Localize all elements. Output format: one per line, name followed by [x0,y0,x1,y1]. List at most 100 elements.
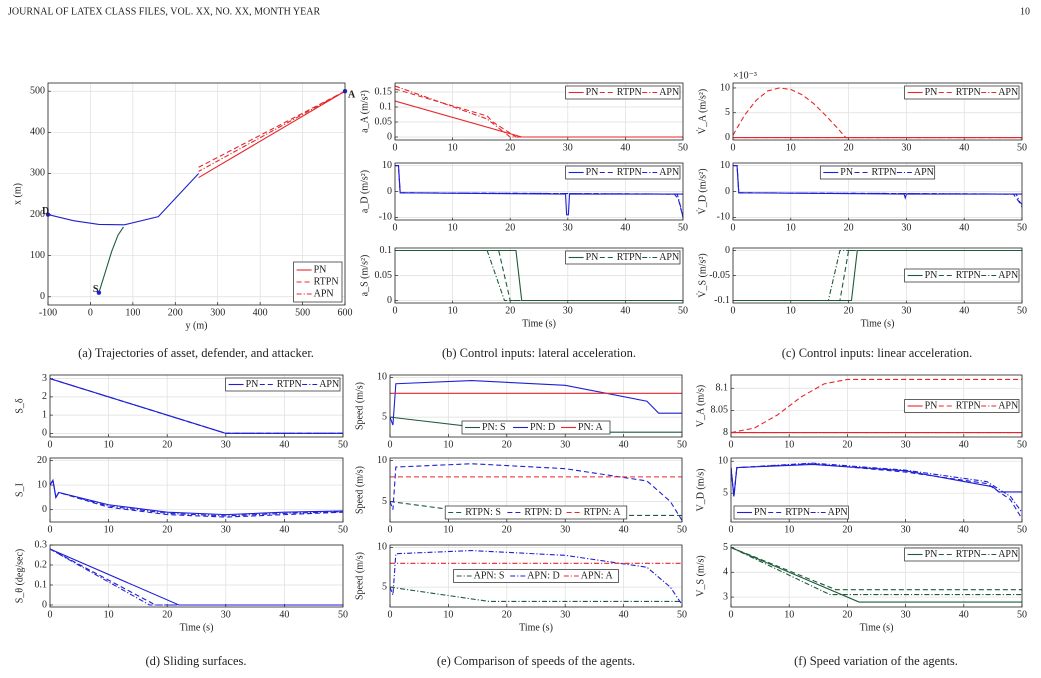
plot: 0 10 20 30 40 50 0 5 10 V̇_A (m/s²) ×10⁻³ PN RTPN APN [696,70,1027,153]
series-line [50,548,343,606]
y-tick-label: -10 [717,212,730,223]
plot: 0 10 20 30 40 50 5 10 Speed (m/s) RTPN: S RTPN: D R… [354,455,687,536]
series-line [731,546,1022,591]
x-tick-label: 30 [901,222,911,233]
y-tick-label: 0.3 [35,539,48,550]
y-tick-label: 20 [37,455,47,466]
x-tick-label: 0 [729,439,734,450]
x-tick-label: 40 [279,609,289,620]
x-tick-label: 0 [729,524,734,535]
legend-box [904,399,1020,413]
x-tick-label: 40 [619,439,629,450]
caption: (b) Control inputs: lateral acceleration… [442,346,636,360]
x-tick-label: 20 [842,439,852,450]
x-tick-label: 50 [1017,524,1027,535]
x-tick-label: 10 [784,439,794,450]
plot: 0 10 20 30 40 50 0 1 2 3 S_δ PN RTPN APN [14,373,348,450]
y-tick-label: 10 [37,479,47,490]
x-tick-label: 400 [253,307,268,318]
series-line [731,546,1022,603]
plot: 0 10 20 30 40 50 5 10 Speed (m/s) PN: S PN: D PN: A [354,372,687,451]
x-tick-label: 40 [959,609,969,620]
y-tick-label: 0 [725,132,730,143]
x-tick-label: 10 [784,609,794,620]
point-marker [96,290,102,295]
x-tick-label: 10 [448,142,458,153]
y-tick-label: 500 [30,86,45,97]
y-tick-label: 300 [30,168,45,179]
x-tick-label: 10 [786,222,796,233]
x-tick-label: 0 [48,439,53,450]
y-tick-label: -0.05 [709,270,730,281]
legend-label: APN [998,270,1018,281]
caption: (f) Speed variation of the agents. [794,654,958,668]
plot-frame [730,374,1023,438]
x-tick-label: 10 [104,524,114,535]
x-tick-label: 50 [338,439,348,450]
legend-box [904,547,1020,562]
y-axis-label: a_A (m/s²) [359,90,370,133]
legend-label: PN [586,252,599,263]
plot-frame [732,247,1023,304]
series-line [50,378,343,434]
x-tick-label: 20 [844,142,854,153]
x-tick-label: 50 [1017,142,1027,153]
x-tick-label: 10 [104,439,114,450]
y-tick-label: 5 [723,487,728,498]
legend-box [565,85,681,100]
caption: (c) Control inputs: linear acceleration. [782,346,973,360]
plot: 0 10 20 30 40 50 -0.1 -0.05 0 Time (s) V̇_S (m/s²)… [696,245,1027,330]
y-axis-label: x (m) [12,183,23,205]
x-tick-label: 0 [88,307,93,318]
x-tick-label: 30 [221,609,231,620]
plot-frame [389,457,683,523]
y-tick-label: 0.2 [35,559,48,570]
y-tick-label: 10 [377,455,387,466]
y-tick-label: 8.05 [711,405,729,416]
x-tick-label: 50 [1017,305,1027,316]
legend-label: PN [754,507,767,518]
x-tick-label: 500 [295,307,310,318]
x-tick-label: 0 [731,142,736,153]
y-axis-label: V_S (m/s) [695,555,706,596]
plot: -100 0 100 200 300 400 500 600 0 100 200 300 400 500 A… [12,82,356,331]
plot-frame [389,544,683,608]
x-tick-label: 300 [210,307,225,318]
legend-label: RTPN [277,379,302,390]
x-tick-label: 20 [844,222,854,233]
y-axis-label: Speed (m/s) [354,382,365,430]
y-tick-label: 0 [725,245,730,256]
x-tick-label: 50 [678,305,688,316]
plot-frame [394,247,684,304]
series-line [733,249,1022,302]
legend-label: PN [246,379,259,390]
x-tick-label: 50 [1017,609,1027,620]
point-label: A [348,90,356,101]
x-tick-label: 0 [731,305,736,316]
y-tick-label: 0.1 [380,245,393,256]
y-tick-label: 5 [382,581,387,592]
series-line [198,90,345,179]
plot: 0 10 20 30 40 50 0 10 20 S_I [14,455,348,536]
x-tick-label: 0 [388,439,393,450]
legend-label: RTPN [956,549,981,560]
series-line [198,90,345,168]
legend-label: RTPN [314,276,339,287]
y-tick-label: 3 [42,373,47,384]
plot-frame [732,162,1023,221]
legend-box [461,420,611,435]
x-tick-label: 20 [842,524,852,535]
x-tick-label: 0 [393,222,398,233]
x-tick-label: 10 [786,142,796,153]
x-tick-label: 30 [901,305,911,316]
y-axis-label: S_θ (deg/sec) [14,549,25,604]
y-axis-label: S_I [14,483,25,497]
x-tick-label: 30 [563,142,573,153]
y-axis-label: Speed (m/s) [354,552,365,600]
x-axis-label: y (m) [186,320,208,331]
x-tick-label: 10 [443,439,453,450]
legend-box [733,505,849,520]
x-tick-label: 40 [279,524,289,535]
